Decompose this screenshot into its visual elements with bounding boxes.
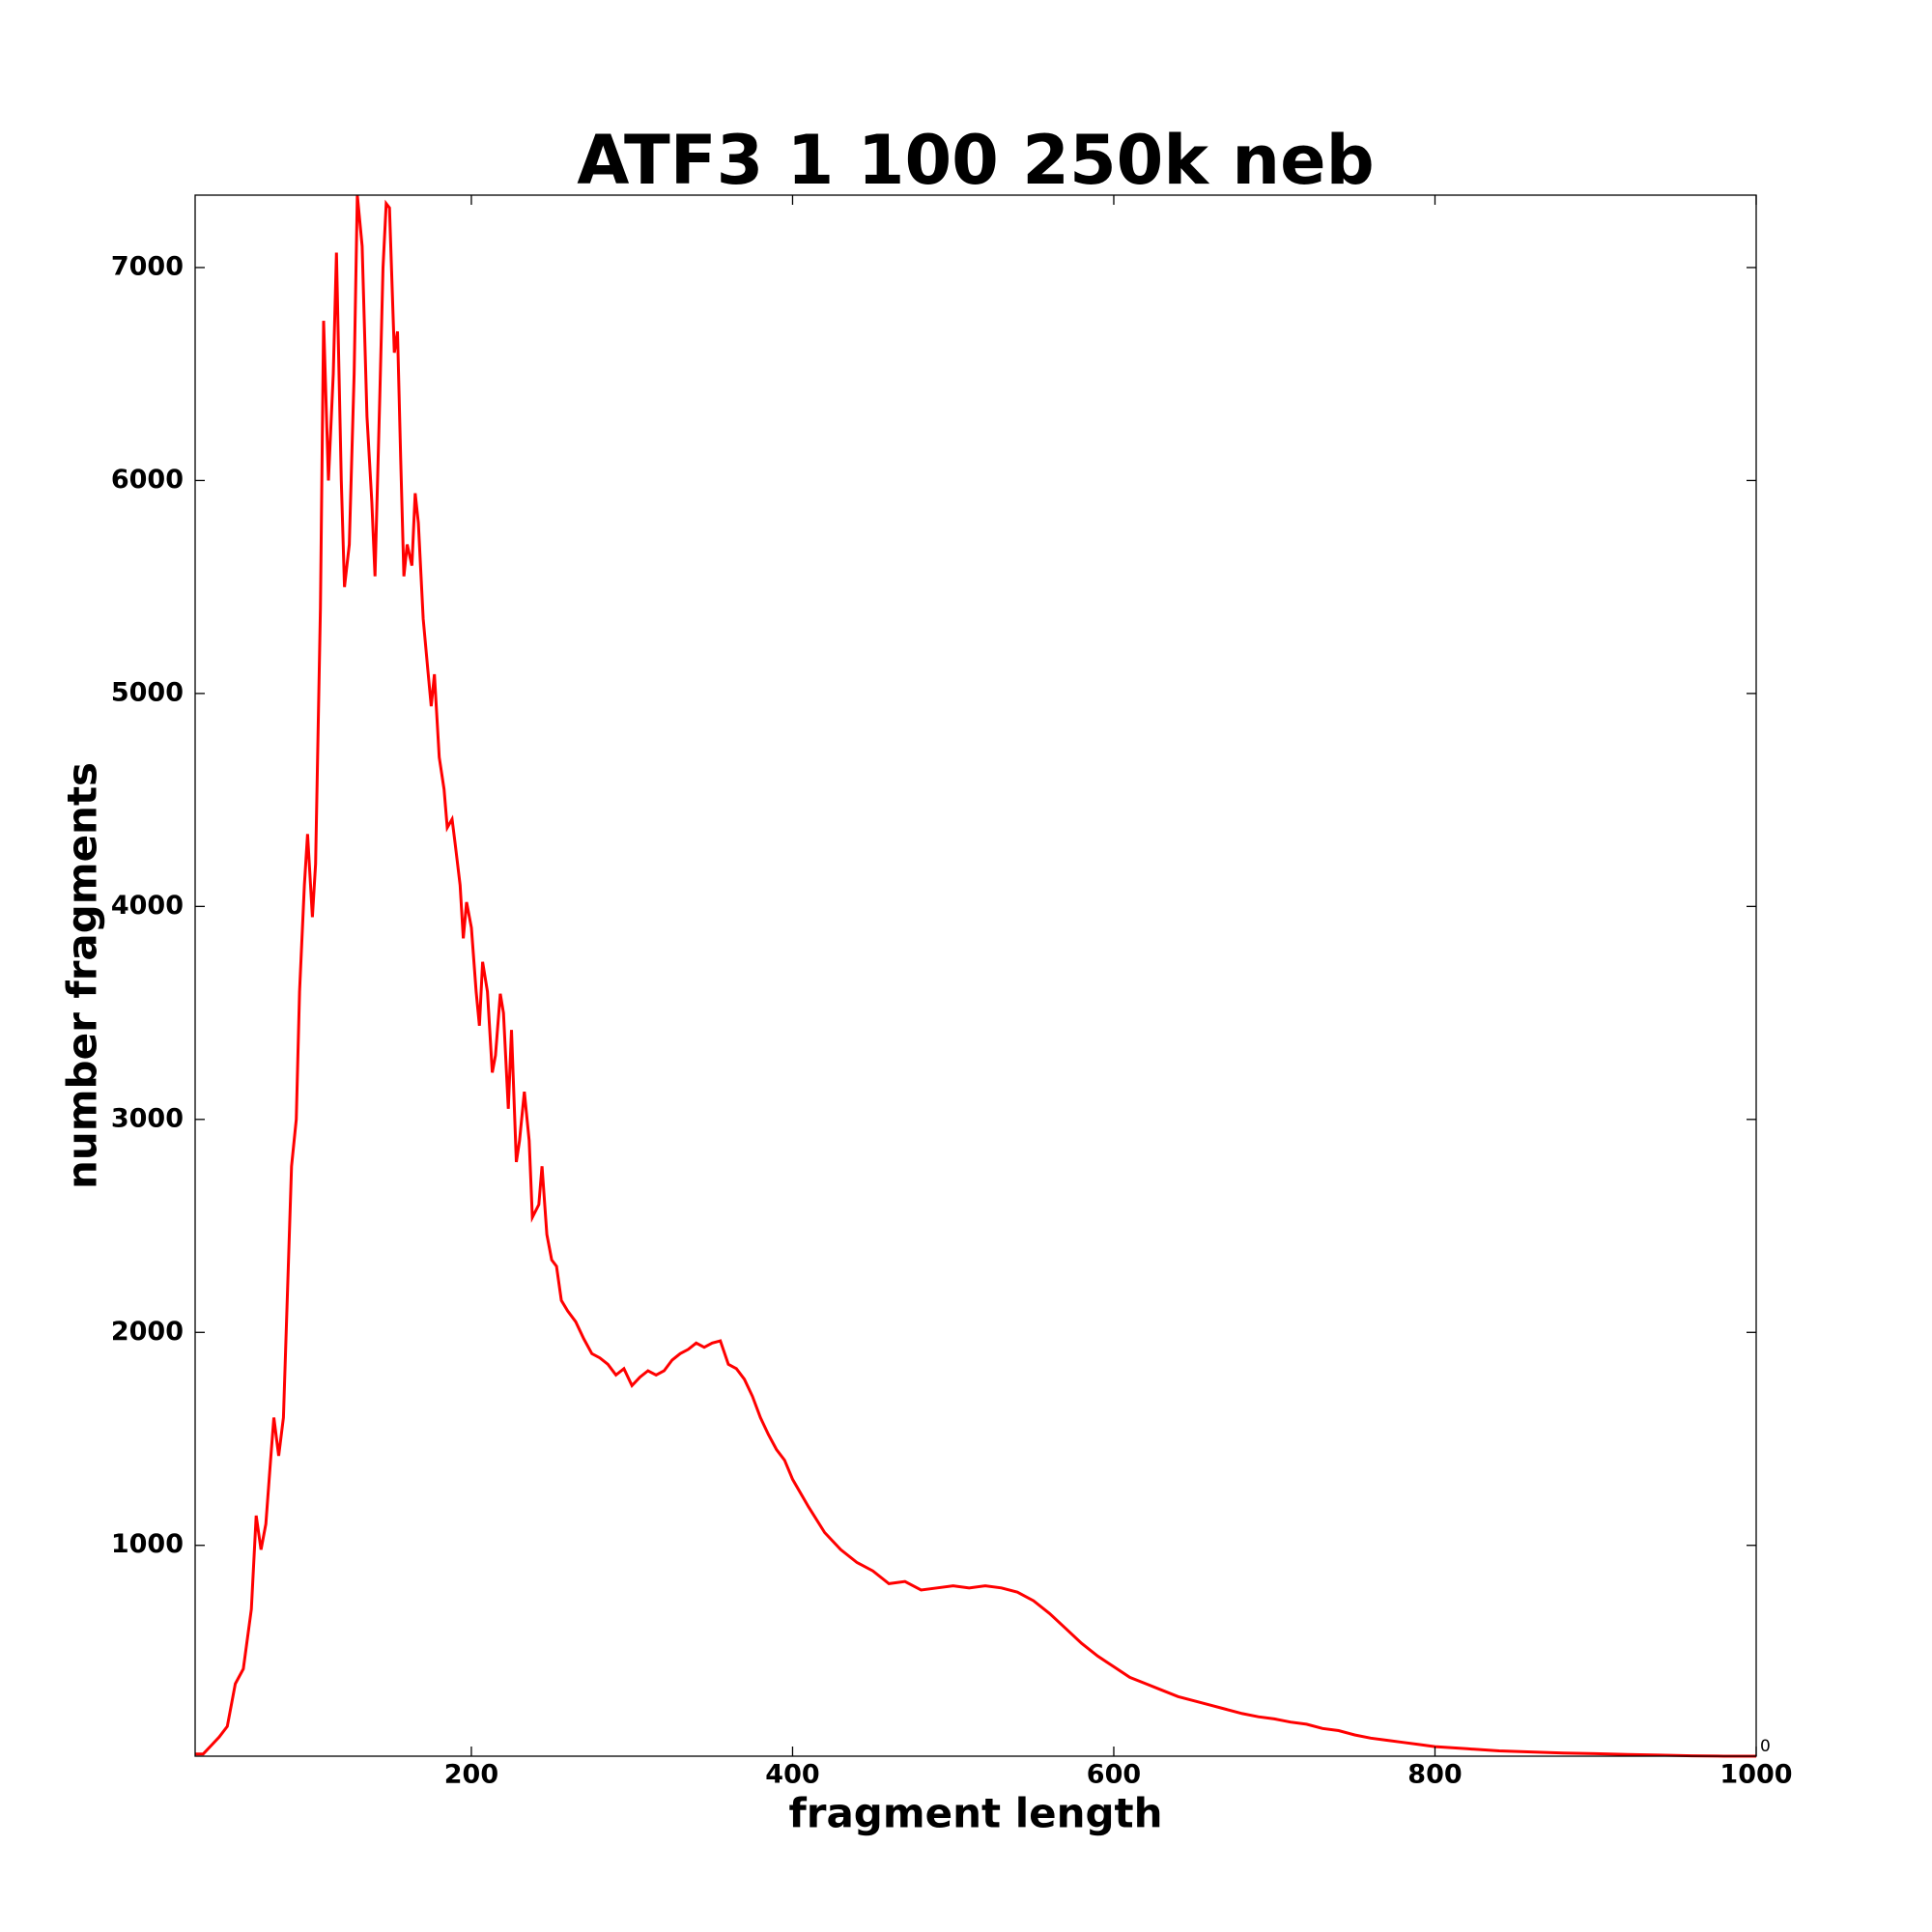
chart-title: ATF3 1 100 250k neb bbox=[577, 121, 1374, 200]
x-tick-label: 800 bbox=[1407, 1760, 1462, 1790]
y-tick-label: 7000 bbox=[111, 251, 184, 281]
x-tick-label: 1000 bbox=[1719, 1760, 1792, 1790]
y-tick-label: 4000 bbox=[111, 891, 184, 921]
y-tick-label: 2000 bbox=[111, 1317, 184, 1347]
plot-frame bbox=[194, 194, 1757, 1757]
x-tick-label: 200 bbox=[444, 1760, 498, 1790]
x-axis-label: fragment length bbox=[788, 1790, 1162, 1837]
x-tick-label: 600 bbox=[1087, 1760, 1141, 1790]
y-tick-label: 1000 bbox=[111, 1529, 184, 1559]
y-tick-label: 6000 bbox=[111, 465, 184, 495]
x-tick-label: 400 bbox=[765, 1760, 819, 1790]
y-tick-label: 5000 bbox=[111, 677, 184, 707]
y-axis-label: number fragments bbox=[59, 762, 106, 1189]
annotation: 0 bbox=[1760, 1737, 1771, 1756]
y-tick-label: 3000 bbox=[111, 1103, 184, 1133]
data-line bbox=[195, 194, 1756, 1758]
